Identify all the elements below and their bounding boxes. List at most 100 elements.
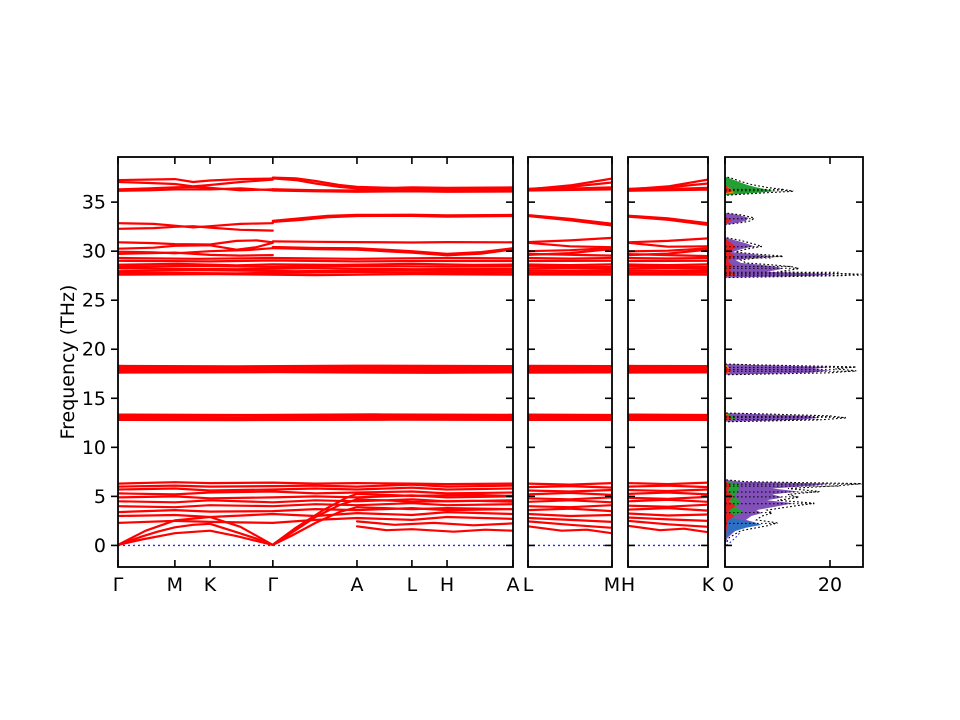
phonon-band-line	[118, 365, 513, 369]
pdos-blue-fill	[725, 513, 762, 538]
phonon-band-line	[628, 484, 708, 489]
phonon-band-line	[118, 498, 513, 504]
phonon-band-line	[528, 267, 612, 271]
y-tick-label: 5	[94, 486, 106, 508]
phonon-band-line	[628, 182, 708, 190]
y-tick-label: 35	[82, 192, 106, 214]
phonon-band-line	[118, 502, 513, 509]
phonon-band-line	[118, 177, 274, 184]
phonon-band-line	[628, 263, 708, 267]
phonon-band-line	[628, 507, 708, 512]
y-tick-label: 25	[82, 290, 106, 312]
phonon-band-line	[118, 267, 513, 271]
phonon-band-line	[118, 414, 513, 418]
phonon-band-line	[118, 264, 513, 268]
phonon-band-line	[528, 525, 612, 535]
y-tick-label: 0	[94, 535, 106, 557]
phonon-band-line	[628, 241, 708, 248]
phonon-band-line	[528, 214, 612, 227]
phonon-band-line	[528, 491, 612, 496]
phonon-band-line	[118, 481, 513, 486]
x-tick-label: L	[407, 574, 418, 596]
x-tick-label: 20	[818, 574, 842, 596]
phonon-band-line	[628, 237, 708, 244]
phonon-band-line	[118, 241, 274, 251]
x-tick-label: K	[204, 574, 217, 596]
phonon-band-line	[118, 271, 513, 275]
phonon-band-line	[528, 188, 612, 192]
phonon-band-line	[118, 269, 513, 273]
phonon-band-line	[118, 529, 274, 547]
phonon-band-line	[628, 488, 708, 493]
phonon-band-line	[628, 519, 708, 528]
panel-frame	[117, 156, 514, 568]
phonon-band-line	[118, 256, 513, 260]
x-tick-label: K	[702, 574, 715, 596]
total-dos-line	[725, 176, 862, 546]
x-tick-label: A	[507, 574, 520, 596]
phonon-band-line	[271, 498, 513, 547]
y-axis-title: Frequency (THz)	[57, 285, 79, 440]
phonon-band-line	[118, 222, 274, 229]
phonon-band-line	[528, 252, 612, 257]
phonon-band-line	[271, 245, 513, 255]
x-tick-label: Γ	[113, 574, 124, 596]
phonon-band-line	[118, 522, 274, 547]
panel-frame	[724, 156, 864, 568]
phonon-band-line	[271, 189, 513, 193]
panel-content-band-lm	[528, 177, 612, 547]
phonon-band-line	[628, 215, 708, 226]
phonon-band-line	[118, 259, 513, 263]
x-tick-label: H	[440, 574, 454, 596]
phonon-band-line	[528, 263, 612, 267]
phonon-band-line	[628, 491, 708, 496]
x-tick-label: A	[350, 574, 363, 596]
phonon-band-line	[118, 510, 513, 519]
phonon-band-line	[118, 371, 513, 374]
phonon-band-line	[528, 496, 612, 501]
x-tick-label: M	[604, 574, 620, 596]
phonon-band-line	[628, 267, 708, 271]
phonon-band-line	[118, 507, 513, 514]
dos-zero-trace-line	[726, 531, 742, 546]
phonon-band-line	[271, 176, 513, 189]
phonon-band-line	[628, 481, 708, 486]
phonon-band-line	[355, 525, 513, 533]
phonon-band-line	[628, 188, 708, 192]
panel-dos: 0 20	[722, 156, 864, 596]
panel-frame	[527, 156, 613, 568]
panel-content-band-hk	[628, 178, 708, 547]
phonon-band-line	[355, 520, 513, 527]
phonon-band-line	[528, 181, 612, 190]
phonon-band-line	[528, 512, 612, 518]
phonon-band-line	[528, 504, 612, 509]
phonon-band-line	[528, 241, 612, 249]
phonon-band-line	[118, 368, 513, 372]
y-tick-label: 10	[82, 437, 106, 459]
phonon-band-line	[271, 177, 513, 191]
phonon-band-line	[118, 515, 513, 525]
phonon-band-line	[271, 213, 513, 222]
phonon-band-line	[628, 516, 708, 523]
x-tick-label: 0	[722, 574, 734, 596]
phonon-band-line	[628, 524, 708, 534]
x-tick-label: Γ	[268, 574, 279, 596]
panel-content-dos	[725, 175, 862, 546]
phonon-band-line	[528, 507, 612, 513]
phonon-band-line	[528, 516, 612, 524]
panel-frame	[627, 156, 709, 568]
phonon-band-line	[271, 214, 513, 223]
phonon-band-line	[628, 503, 708, 508]
phonon-band-line	[118, 494, 513, 500]
phonon-band-line	[118, 490, 513, 496]
phonon-band-line	[118, 225, 274, 232]
phonon-band-line	[118, 251, 274, 257]
phonon-band-line	[628, 512, 708, 517]
phonon-band-line	[271, 492, 513, 546]
phonon-band-line	[118, 273, 513, 277]
panel-content-band-main	[118, 176, 513, 547]
